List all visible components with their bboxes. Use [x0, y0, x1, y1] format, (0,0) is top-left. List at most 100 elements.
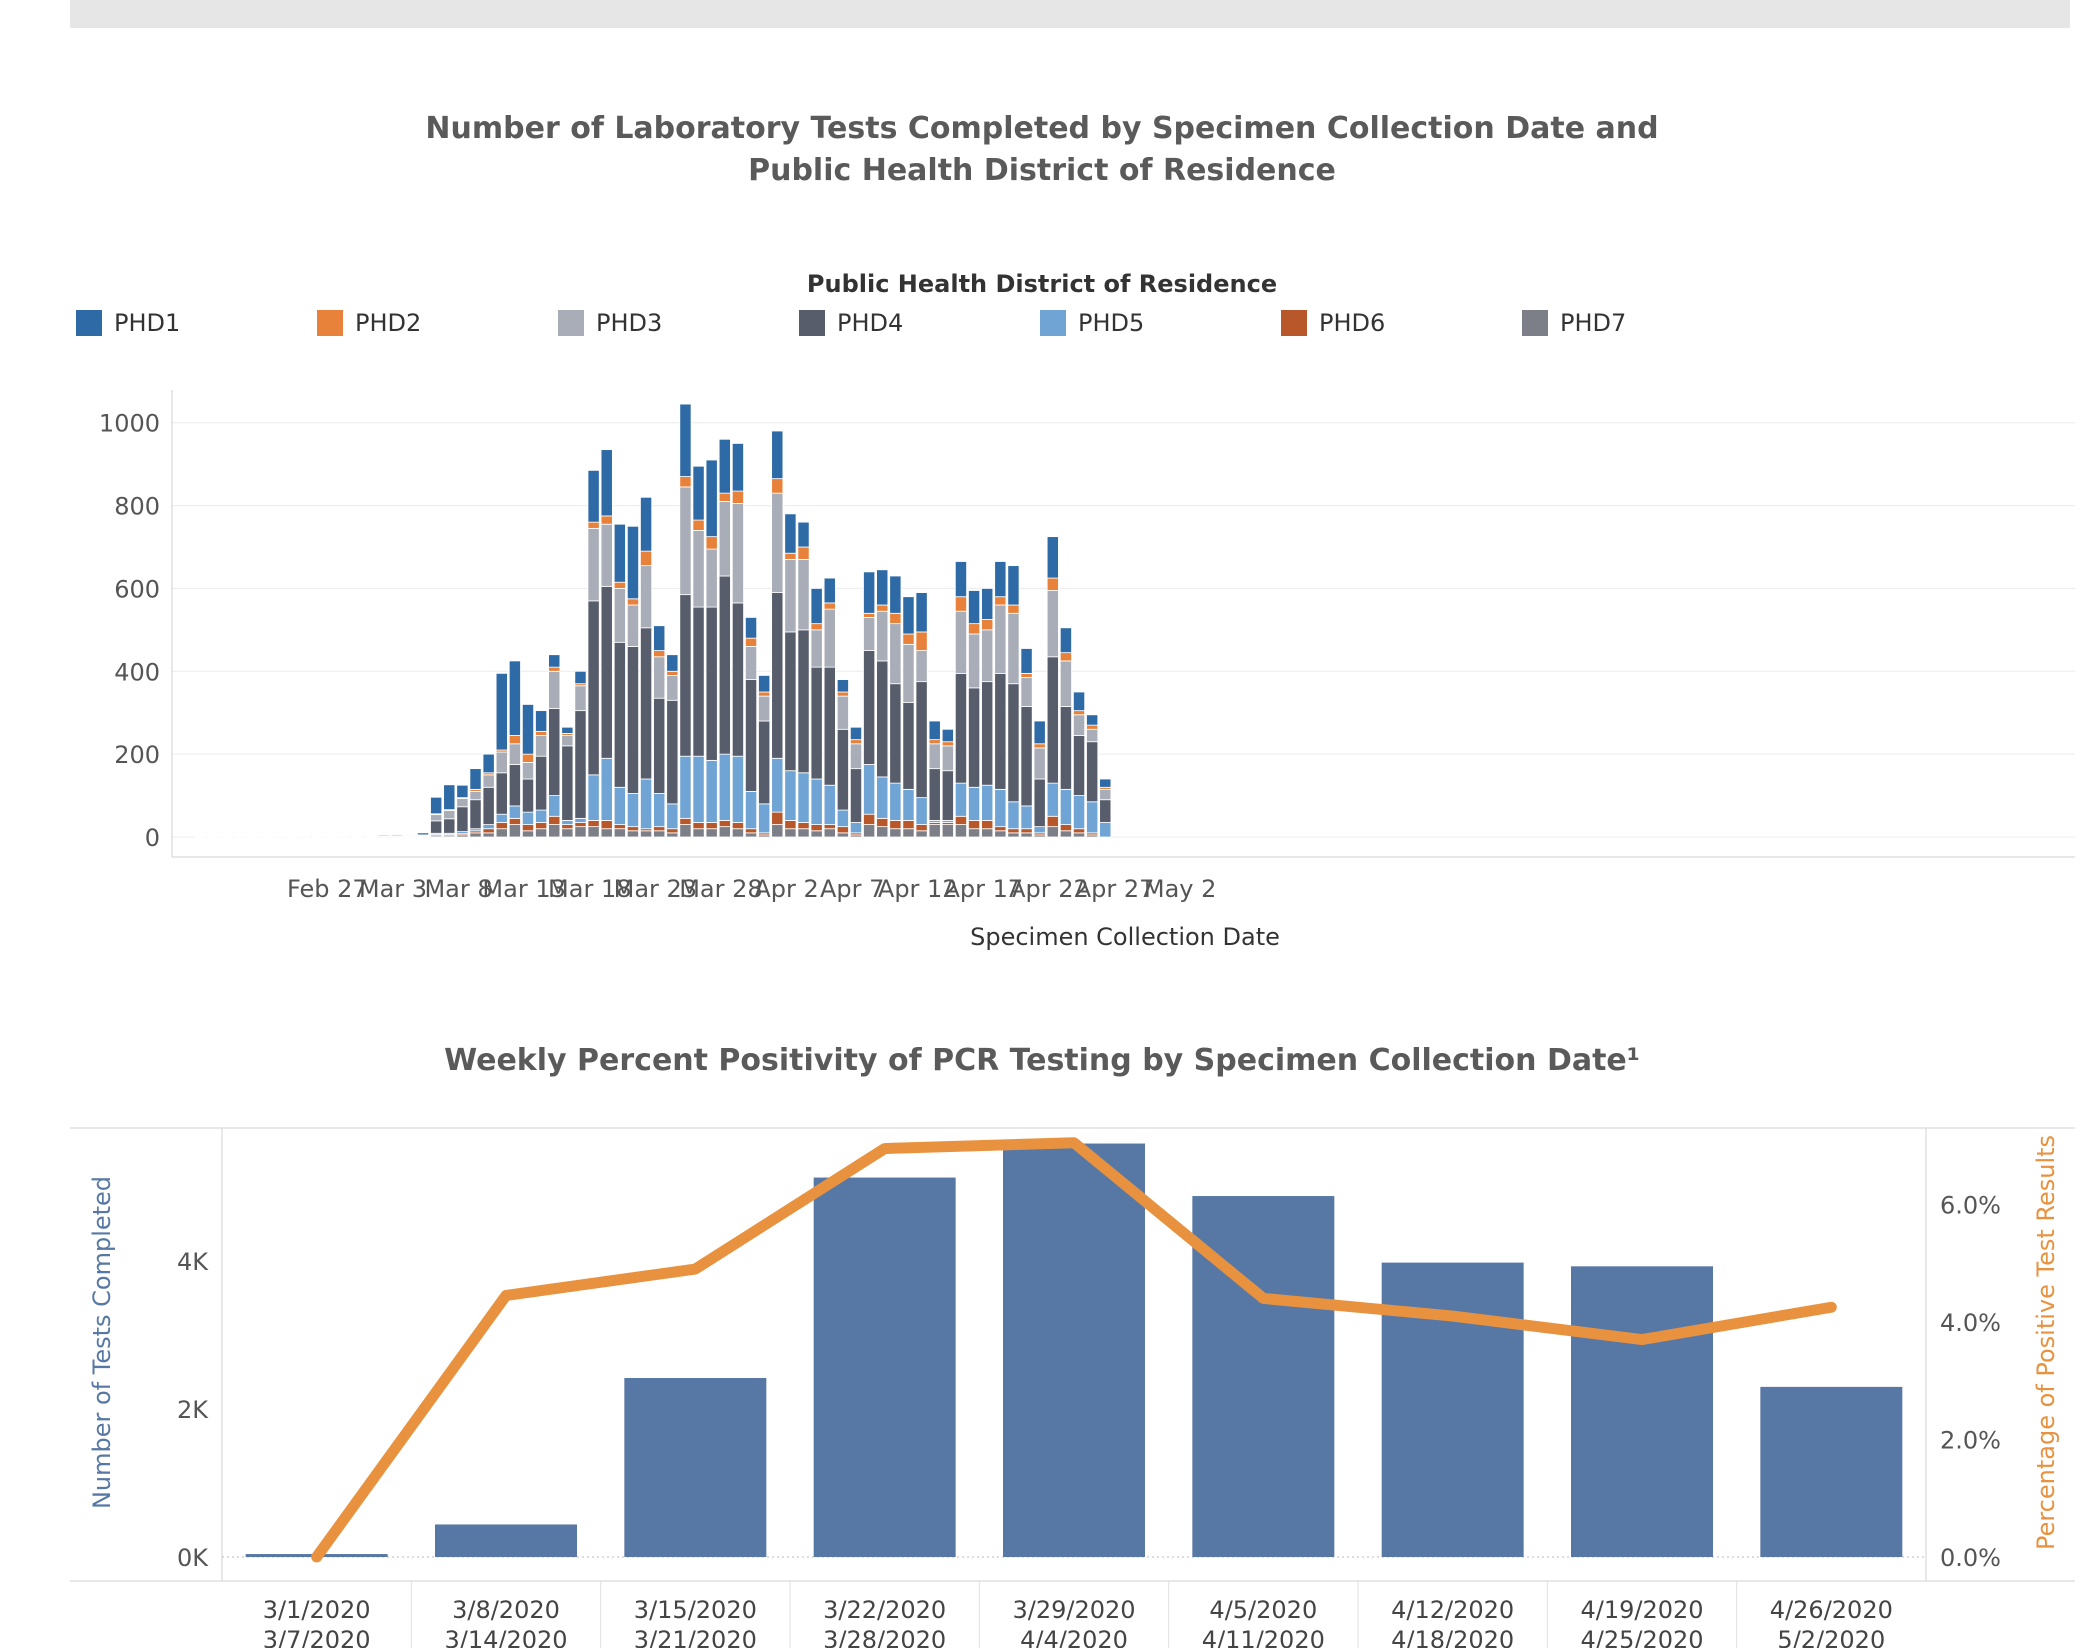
- bar-segment-phd3: [758, 695, 771, 722]
- x-tick-label: Mar 28: [679, 875, 762, 903]
- y-tick-label: 0: [145, 824, 160, 852]
- bar-segment-phd6: [705, 822, 718, 830]
- bar-segment-phd5: [1072, 795, 1086, 830]
- bar-segment-phd1: [574, 670, 587, 685]
- bar-segment-phd4: [495, 772, 508, 815]
- x-tick-label: Apr 17: [944, 875, 1024, 903]
- bar-segment-phd1: [994, 561, 1007, 598]
- bar-segment-phd3: [443, 810, 456, 820]
- chart1-title: Number of Laboratory Tests Completed by …: [0, 108, 2084, 192]
- bar-segment-phd1: [561, 726, 574, 734]
- legend-label: PHD5: [1078, 309, 1145, 337]
- bar-segment-phd5: [784, 770, 797, 821]
- bar-segment-phd2: [535, 730, 548, 736]
- weekly-tests-bar: [435, 1524, 577, 1557]
- bar-segment-phd2: [889, 612, 902, 625]
- legend-swatch: [1040, 310, 1066, 336]
- x-category-end: 4/25/2020: [1580, 1626, 1703, 1648]
- bar-segment-phd7: [469, 832, 482, 838]
- legend-item-phd3[interactable]: PHD3: [558, 308, 662, 338]
- bar-segment-phd7: [1072, 832, 1086, 838]
- legend-item-phd2[interactable]: PHD2: [317, 308, 421, 338]
- bar-segment-phd3: [482, 774, 495, 788]
- bar-segment-phd2: [941, 741, 954, 747]
- bar-segment-phd2: [626, 598, 640, 606]
- bar-segment-phd2: [823, 602, 836, 610]
- x-category-start: 3/22/2020: [823, 1596, 946, 1624]
- legend-item-phd6[interactable]: PHD6: [1281, 308, 1385, 338]
- legend-item-phd4[interactable]: PHD4: [799, 308, 903, 338]
- bar-segment-phd7: [600, 828, 613, 838]
- bar-segment-phd3: [521, 762, 535, 780]
- bar-segment-phd6: [744, 828, 758, 834]
- legend-item-phd7[interactable]: PHD7: [1522, 308, 1626, 338]
- bar-segment-phd1: [403, 834, 416, 836]
- bar-segment-phd7: [810, 830, 823, 838]
- bar-segment-phd3: [876, 610, 889, 662]
- x-category-end: 3/21/2020: [634, 1626, 757, 1648]
- x-category-start: 3/8/2020: [452, 1596, 560, 1624]
- bar-segment-phd3: [915, 650, 928, 683]
- bar-segment-phd3: [994, 604, 1007, 674]
- bar-segment-phd3: [718, 501, 731, 577]
- bar-segment-phd3: [1007, 612, 1020, 685]
- bar-segment-phd2: [508, 735, 521, 745]
- bar-segment-phd7: [797, 828, 810, 838]
- bar-segment-phd3: [535, 735, 548, 757]
- bar-segment-phd4: [535, 755, 548, 811]
- bar-segment-phd2: [521, 753, 535, 763]
- bar-segment-phd3: [456, 798, 469, 808]
- bar-segment-phd3: [797, 559, 810, 631]
- bar-segment-phd3: [1086, 728, 1099, 743]
- bar-segment-phd2: [758, 691, 771, 697]
- bar-segment-phd3: [836, 695, 849, 730]
- bar-segment-phd1: [1033, 720, 1046, 745]
- bar-segment-phd5: [718, 753, 731, 821]
- bar-segment-phd1: [495, 672, 508, 751]
- y-left-axis-title: Number of Tests Completed: [88, 1176, 116, 1509]
- bar-segment-phd3: [1059, 660, 1072, 707]
- bar-segment-phd3: [587, 527, 600, 602]
- bar-segment-phd1: [718, 438, 731, 494]
- y-tick-label: 600: [114, 575, 160, 603]
- bar-segment-phd4: [810, 666, 823, 780]
- bar-segment-phd5: [653, 793, 666, 828]
- chart2-title: Weekly Percent Positivity of PCR Testing…: [444, 1043, 1640, 1078]
- bar-segment-phd3: [810, 629, 823, 668]
- bar-segment-phd4: [1072, 735, 1086, 796]
- bar-segment-phd6: [1020, 828, 1033, 834]
- bar-segment-phd5: [915, 797, 928, 825]
- x-tick-label: Mar 13: [482, 875, 565, 903]
- weekly-tests-bar: [1192, 1196, 1335, 1557]
- bar-segment-phd4: [758, 720, 771, 805]
- bar-segment-phd1: [613, 523, 626, 583]
- bar-segment-phd2: [863, 612, 876, 618]
- bar-segment-phd4: [705, 606, 718, 761]
- bar-segment-phd5: [548, 795, 561, 817]
- legend-item-phd1[interactable]: PHD1: [76, 308, 180, 338]
- bar-segment-phd6: [626, 826, 640, 832]
- bar-segment-phd2: [653, 650, 666, 658]
- bar-segment-phd1: [666, 654, 679, 672]
- bar-segment-phd2: [666, 670, 679, 676]
- legend-swatch: [76, 310, 102, 336]
- bar-segment-phd7: [705, 828, 718, 838]
- bar-segment-phd7: [1020, 832, 1033, 838]
- bar-segment-phd4: [731, 602, 744, 757]
- bar-segment-phd2: [810, 623, 823, 631]
- bar-segment-phd6: [482, 828, 495, 834]
- bar-segment-phd4: [482, 786, 495, 825]
- bar-segment-phd3: [941, 745, 954, 772]
- bar-segment-phd4: [1007, 683, 1020, 803]
- bar-segment-phd1: [771, 430, 784, 480]
- bar-segment-phd7: [574, 826, 587, 838]
- bar-segment-phd1: [810, 588, 823, 625]
- legend-item-phd5[interactable]: PHD5: [1040, 308, 1144, 338]
- bar-segment-phd5: [849, 822, 863, 834]
- bar-segment-phd3: [902, 643, 915, 703]
- x-tick-label: Apr 7: [820, 875, 884, 903]
- bar-segment-phd5: [954, 782, 968, 817]
- bar-segment-phd6: [587, 820, 600, 828]
- bar-segment-phd2: [771, 478, 784, 494]
- bar-segment-phd4: [836, 728, 849, 811]
